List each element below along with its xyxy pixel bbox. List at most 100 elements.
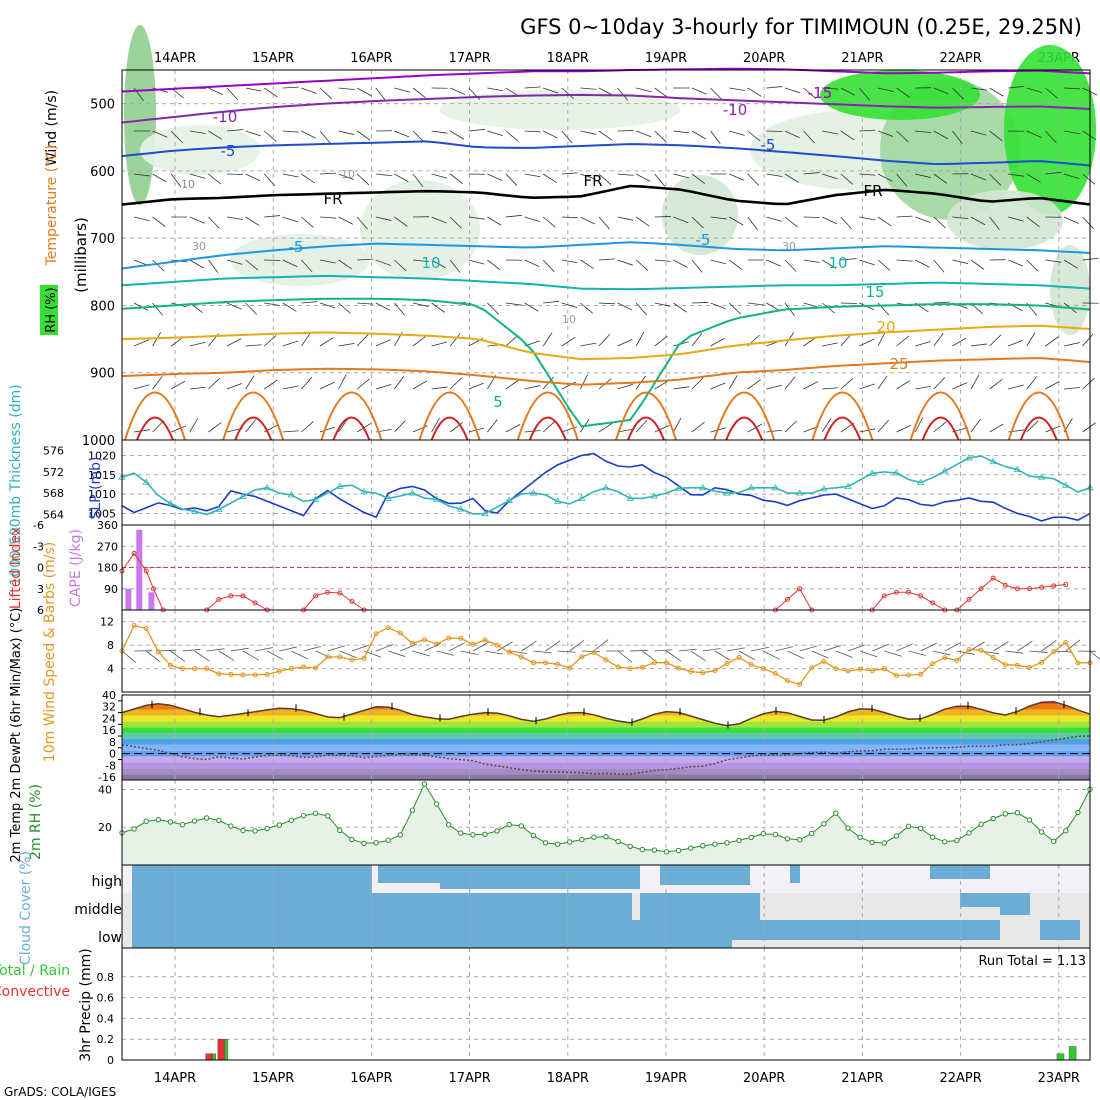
upper-wind-barb xyxy=(673,130,690,134)
upper-wind-barb xyxy=(133,384,150,390)
rh-shaded-area xyxy=(140,125,260,175)
rh-point xyxy=(542,840,549,846)
upper-wind-barb xyxy=(933,259,945,273)
thickness-point xyxy=(868,469,876,476)
upper-wind-barb xyxy=(505,214,522,218)
wind-barb xyxy=(339,650,357,659)
thickness-point xyxy=(844,482,852,489)
lifted-index-tick-label: -6 xyxy=(33,519,44,532)
temperature-band xyxy=(122,733,1090,739)
rh-point xyxy=(191,818,198,824)
upper-wind-barb xyxy=(691,216,704,229)
wind-barb xyxy=(763,650,780,660)
upper-wind-barb xyxy=(264,259,281,261)
thickness-axis-label: 1000-500mb Thickness (dm) xyxy=(8,384,24,585)
upper-wind-barb xyxy=(375,216,392,221)
wind-speed-point xyxy=(361,655,367,661)
upper-wind-barb xyxy=(598,87,614,96)
contour-label: -15 xyxy=(808,84,833,102)
upper-wind-barb xyxy=(263,379,278,390)
upper-wind-barb xyxy=(375,173,392,177)
lifted-index-point xyxy=(1014,586,1020,592)
lifted-index-line xyxy=(871,591,946,611)
wind-speed-point xyxy=(833,666,839,672)
upper-wind-barb xyxy=(319,381,335,390)
thickness-point xyxy=(239,492,247,499)
wind-barb xyxy=(242,650,259,661)
rh-shaded-area xyxy=(1050,245,1090,335)
rh-point xyxy=(579,836,585,843)
rh-axis-label: RH (%) xyxy=(44,287,59,332)
wind-barb xyxy=(472,641,489,652)
upper-wind-barb xyxy=(431,259,446,269)
upper-wind-barb xyxy=(710,87,723,100)
temperature-tick-label: 16 xyxy=(102,724,116,737)
thickness-point xyxy=(747,484,755,491)
upper-wind-barb xyxy=(152,376,163,390)
upper-wind-barb xyxy=(133,173,150,177)
wind-speed-point xyxy=(1014,662,1020,668)
wind-barb xyxy=(412,650,430,657)
upper-wind-barb xyxy=(766,86,783,89)
rh-point xyxy=(1075,809,1081,816)
upper-wind-barb xyxy=(821,259,836,269)
upper-wind-barb xyxy=(784,173,799,183)
upper-wind-barb xyxy=(654,87,668,98)
thickness-point xyxy=(1037,473,1046,480)
upper-wind-barb xyxy=(282,340,299,347)
wind-speed-point xyxy=(494,642,500,648)
date-label-bottom: 23APR xyxy=(1038,1071,1080,1086)
upper-wind-barb xyxy=(617,173,634,176)
wind-tick-label: 12 xyxy=(100,616,114,629)
wind-barb xyxy=(158,649,177,652)
wind-speed-point xyxy=(385,625,391,631)
upper-wind-barb xyxy=(1008,85,1025,89)
upper-wind-barb xyxy=(952,130,963,144)
wind-barb xyxy=(908,650,926,657)
wind-speed-point xyxy=(1075,660,1081,666)
rh-tick-label: 20 xyxy=(98,821,112,834)
upper-wind-barb xyxy=(970,259,985,270)
upper-wind-barb xyxy=(375,339,391,347)
wind-barb xyxy=(702,648,721,652)
upper-wind-barb xyxy=(654,380,669,390)
rh-point xyxy=(966,830,972,836)
upper-wind-barb xyxy=(915,216,931,223)
upper-wind-barb xyxy=(766,130,783,132)
upper-wind-barb xyxy=(301,173,315,184)
upper-wind-barb xyxy=(394,375,405,390)
rh-point xyxy=(712,841,718,847)
date-label-top: 22APR xyxy=(939,51,981,66)
upper-wind-barb xyxy=(989,378,1003,390)
upper-wind-barb xyxy=(226,302,242,310)
upper-wind-barb xyxy=(896,380,911,390)
upper-wind-barb xyxy=(989,173,1002,186)
upper-wind-barb xyxy=(784,216,798,228)
wind-speed-point xyxy=(942,655,948,661)
date-label-bottom: 18APR xyxy=(547,1071,589,1086)
upper-wind-barb xyxy=(877,216,892,227)
rh-shaded-area xyxy=(820,70,980,120)
upper-wind-barb xyxy=(301,301,318,304)
thickness-point xyxy=(626,494,634,501)
dewpoint-line xyxy=(121,735,1091,775)
upper-wind-barb xyxy=(952,382,968,390)
upper-wind-barb xyxy=(263,130,277,142)
wind-barb xyxy=(726,647,745,652)
upper-wind-barb xyxy=(524,259,540,267)
rh-point xyxy=(857,834,863,840)
rh-point xyxy=(917,825,924,832)
upper-wind-barb xyxy=(1082,422,1096,433)
upper-wind-barb xyxy=(784,87,801,94)
thickness-point xyxy=(529,489,538,496)
panel-frame xyxy=(121,609,1091,693)
wind-speed-point xyxy=(615,664,621,670)
thickness-point xyxy=(336,482,344,489)
contour-label: 30 xyxy=(782,240,796,253)
upper-wind-barb xyxy=(524,173,541,178)
cloud-axis-label: Cloud Cover (%) xyxy=(18,851,34,965)
upper-wind-barb xyxy=(263,87,278,98)
upper-wind-barb xyxy=(561,259,578,264)
upper-wind-barb xyxy=(356,130,371,141)
cloud-fill xyxy=(440,865,640,889)
